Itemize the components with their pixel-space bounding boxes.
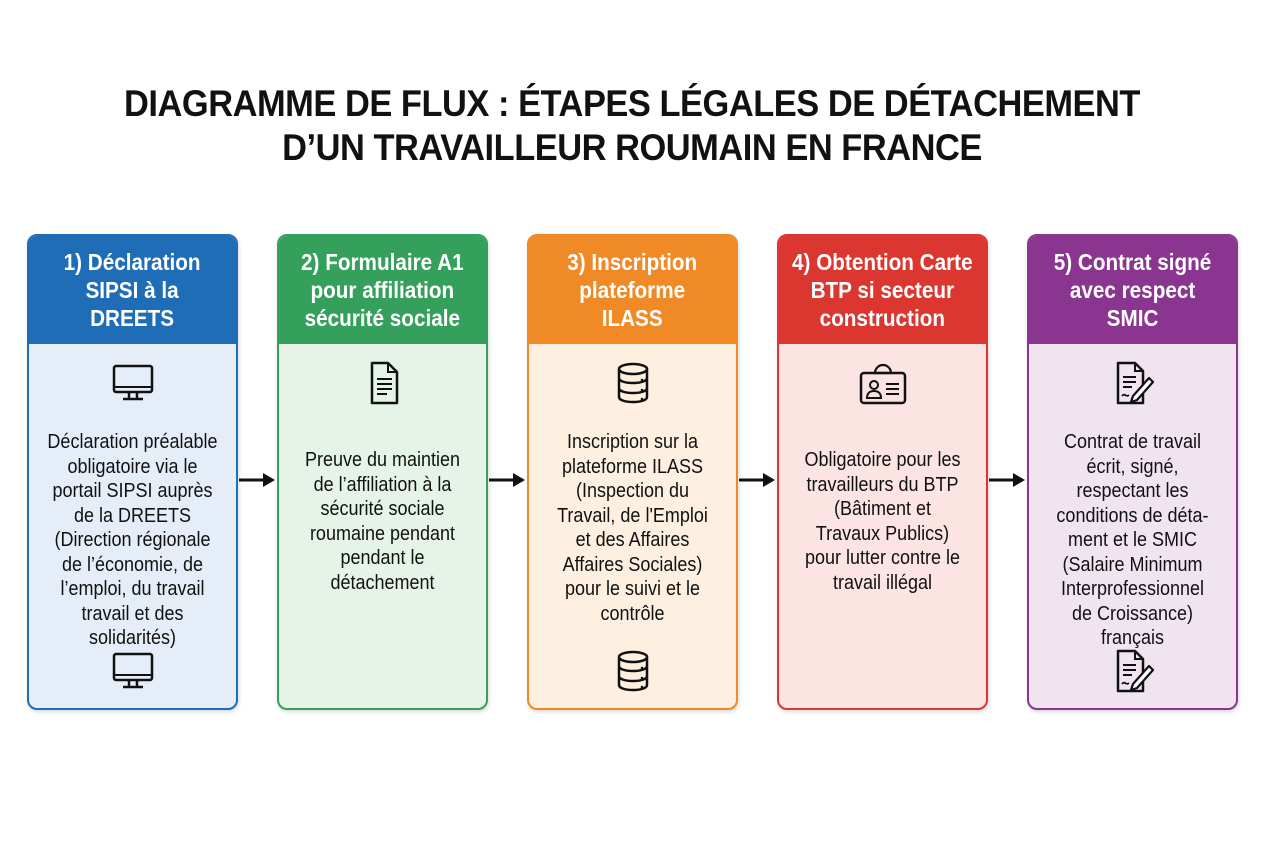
step-description-line: travail illégal xyxy=(832,571,933,594)
step-description-line: détachement xyxy=(330,571,435,594)
step-body: Inscription sur la plateforme ILASS (Inspe… xyxy=(529,344,736,708)
step-heading-line: SIPSI à la xyxy=(85,277,180,303)
step-description: Déclaration préalable obligatoire via le p… xyxy=(29,430,236,651)
step-card-1: 1) Déclaration SIPSI à la DREETS Déclarati… xyxy=(27,234,238,710)
arrow-right-icon xyxy=(739,473,775,487)
step-description: Inscription sur la plateforme ILASS (Inspe… xyxy=(529,430,736,626)
step-description-line: (Inspection du xyxy=(575,480,690,502)
step-description: Contrat de travail écrit, signé, respectan… xyxy=(1029,430,1236,651)
arrow-right-icon xyxy=(989,473,1025,487)
contract-pen-icon xyxy=(1116,649,1154,693)
database-icon xyxy=(617,362,648,404)
step-description-line: Contrat de travail xyxy=(1063,431,1202,453)
contract-pen-icon xyxy=(1116,361,1154,405)
step-description: Preuve du maintien de l’affiliation à la s… xyxy=(279,448,486,595)
step-description-line: conditions de déta- xyxy=(1056,504,1209,527)
diagram-title: DIAGRAMME DE FLUX : ÉTAPES LÉGALES DE DÉ… xyxy=(0,82,1264,170)
step-description-line: portail SIPSI auprès xyxy=(52,480,213,502)
step-description-line: écrit, signé, xyxy=(1086,455,1179,478)
step-description-line: français xyxy=(1100,627,1165,649)
monitor-icon xyxy=(112,364,153,401)
step-description-line: Travail, de l'Emploi xyxy=(557,504,708,527)
step-description-line: pour lutter contre le xyxy=(804,547,961,569)
step-description-line: de l’économie, de xyxy=(61,553,204,576)
monitor-icon xyxy=(112,652,153,689)
step-heading-line: construction xyxy=(819,305,946,331)
step-heading-line: SMIC xyxy=(1106,305,1159,331)
step-description-line: travail et des xyxy=(81,602,184,625)
step-description-line: (Direction régionale xyxy=(54,529,211,551)
step-body: Déclaration préalable obligatoire via le p… xyxy=(29,344,236,708)
document-icon xyxy=(370,361,398,405)
step-description-line: Affaires Sociales) xyxy=(562,553,703,576)
step-heading-line: ILASS xyxy=(602,305,663,331)
step-heading-line: DREETS xyxy=(90,305,175,331)
step-description-line: Preuve du maintien xyxy=(304,449,461,471)
arrow-right-icon xyxy=(489,473,525,487)
database-icon xyxy=(617,650,648,692)
step-card-2: 2) Formulaire A1 pour affiliation sécurité… xyxy=(277,234,488,710)
step-description-line: de l’affiliation à la xyxy=(313,473,452,496)
step-description-line: (Salaire Minimum xyxy=(1062,553,1203,576)
step-description-line: sécurité sociale xyxy=(320,498,445,520)
title-line-1: DIAGRAMME DE FLUX : ÉTAPES LÉGALES DE DÉ… xyxy=(124,83,1140,124)
step-heading-line: BTP si secteur xyxy=(810,277,955,303)
step-card-3: 3) Inscription plateforme ILASS Inscriptio… xyxy=(527,234,738,710)
step-heading-line: sécurité sociale xyxy=(304,305,461,331)
step-heading-line: 4) Obtention Carte xyxy=(792,249,973,275)
step-description-line: Obligatoire pour les xyxy=(804,449,961,471)
id-card-hardhat-icon xyxy=(859,363,906,405)
step-description-line: plateforme ILASS xyxy=(561,455,704,478)
step-description-line: pendant le xyxy=(340,547,425,569)
step-heading: 5) Contrat signé avec respect SMIC xyxy=(1029,236,1236,344)
step-heading: 4) Obtention Carte BTP si secteur construc… xyxy=(779,236,986,344)
step-description-line: ment et le SMIC xyxy=(1067,529,1198,551)
step-description-line: obligatoire via le xyxy=(67,455,198,478)
step-description-line: l’emploi, du travail xyxy=(60,578,205,600)
step-body: Contrat de travail écrit, signé, respectan… xyxy=(1029,344,1236,708)
step-body: Preuve du maintien de l’affiliation à la s… xyxy=(279,344,486,708)
step-heading-line: avec respect xyxy=(1069,277,1196,303)
title-line-2: D’UN TRAVAILLEUR ROUMAIN EN FRANCE xyxy=(282,127,982,168)
step-description-line: Travaux Publics) xyxy=(815,522,950,545)
step-description-line: contrôle xyxy=(600,602,665,625)
step-heading-line: pour affiliation xyxy=(310,277,455,303)
step-heading: 3) Inscription plateforme ILASS xyxy=(529,236,736,344)
step-description-line: de Croissance) xyxy=(1071,602,1194,625)
step-description: Obligatoire pour les travailleurs du BTP(… xyxy=(779,448,986,595)
step-description-line: Inscription sur la xyxy=(566,431,699,453)
step-description-line: Déclaration préalable xyxy=(47,431,218,453)
step-description-line: (Bâtiment et xyxy=(833,498,932,520)
step-heading-line: 1) Déclaration xyxy=(64,249,201,275)
step-description-line: roumaine pendant xyxy=(309,522,456,545)
step-heading: 1) Déclaration SIPSI à la DREETS xyxy=(29,236,236,344)
step-card-5: 5) Contrat signé avec respect SMIC Contrat… xyxy=(1027,234,1238,710)
step-heading-line: 5) Contrat signé xyxy=(1053,249,1212,275)
step-description-line: respectant les xyxy=(1076,480,1189,502)
step-description-line: travailleurs du BTP xyxy=(806,473,959,496)
step-description-line: Interprofessionnel xyxy=(1060,578,1205,600)
step-body: Obligatoire pour les travailleurs du BTP(… xyxy=(779,344,986,708)
step-description-line: et des Affaires xyxy=(575,529,690,551)
arrow-right-icon xyxy=(239,473,275,487)
step-description-line: de la DREETS xyxy=(73,504,192,527)
step-description-line: solidarités) xyxy=(88,627,177,649)
step-description-line: pour le suivi et le xyxy=(564,578,701,600)
step-card-4: 4) Obtention Carte BTP si secteur construc… xyxy=(777,234,988,710)
step-heading-line: plateforme xyxy=(579,277,686,303)
step-heading: 2) Formulaire A1 pour affiliation sécurité… xyxy=(279,236,486,344)
step-heading-line: 2) Formulaire A1 xyxy=(301,249,464,275)
step-heading-line: 3) Inscription xyxy=(567,249,698,275)
